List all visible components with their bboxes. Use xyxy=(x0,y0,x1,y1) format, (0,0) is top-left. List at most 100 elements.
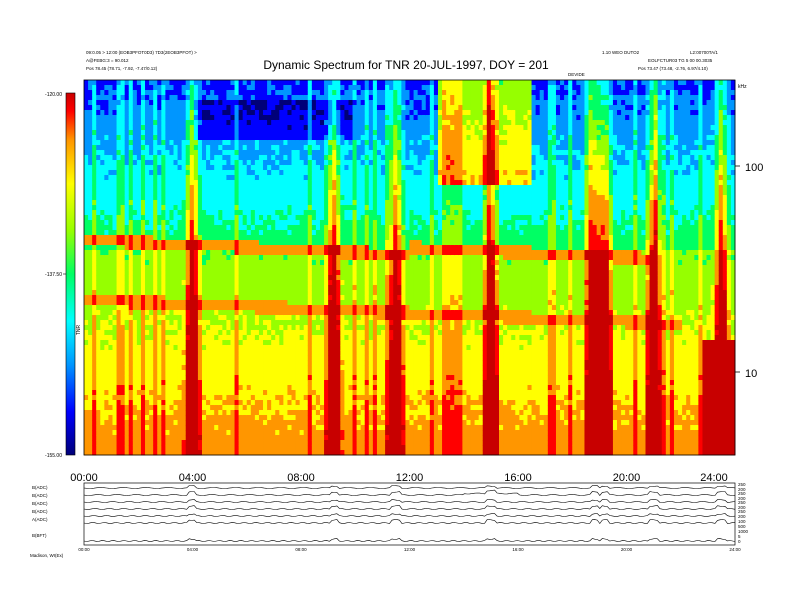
spectrogram-cell xyxy=(92,180,97,186)
spectrogram-cell xyxy=(92,120,97,126)
spectrogram-cell xyxy=(145,450,150,456)
spectrogram-cell xyxy=(307,120,313,126)
spectrogram-cell xyxy=(136,270,142,276)
spectrogram-cell xyxy=(344,145,349,151)
spectrogram-cell xyxy=(218,385,223,391)
spectrogram-cell xyxy=(295,205,301,211)
spectrogram-cell xyxy=(340,190,345,196)
spectrogram-cell xyxy=(319,180,325,186)
spectrogram-cell xyxy=(173,130,178,136)
spectrogram-cell xyxy=(193,360,199,366)
spectrogram-cell xyxy=(263,130,268,136)
spectrogram-cell xyxy=(238,275,244,281)
spectrogram-cell xyxy=(177,295,183,301)
spectrogram-cell xyxy=(84,125,89,131)
spectrogram-cell xyxy=(263,430,268,436)
spectrogram-cell xyxy=(108,310,113,316)
spectrogram-cell xyxy=(250,80,256,86)
spectrogram-cell xyxy=(279,440,284,446)
spectrogram-cell xyxy=(145,130,150,136)
spectrogram-cell xyxy=(258,210,264,216)
spectrogram-cell xyxy=(193,265,199,271)
spectrogram-cell xyxy=(140,135,146,141)
spectrogram-cell xyxy=(88,315,93,321)
spectrogram-cell xyxy=(222,260,227,266)
spectrogram-cell xyxy=(128,140,134,146)
spectrogram-cell xyxy=(324,255,329,261)
spectrogram-cell xyxy=(136,150,142,156)
spectrogram-cell xyxy=(344,410,349,416)
spectrogram-cell xyxy=(307,155,313,161)
spectrogram-cell xyxy=(153,100,158,106)
spectrogram-cell xyxy=(210,290,215,296)
spectrogram-cell xyxy=(197,315,203,321)
spectrogram-cell xyxy=(161,285,166,291)
spectrogram-cell xyxy=(319,160,325,166)
spectrogram-cell xyxy=(177,240,183,246)
spectrogram-cell xyxy=(145,325,150,331)
spectrogram-cell xyxy=(112,280,117,286)
spectrogram-cell xyxy=(124,145,130,151)
spectrogram-cell xyxy=(254,290,260,296)
spectrogram-cell xyxy=(88,300,93,306)
spectrogram-cell xyxy=(177,100,183,106)
spectrogram-cell xyxy=(254,210,260,216)
spectrogram-cell xyxy=(169,150,174,156)
spectrogram-cell xyxy=(157,270,162,276)
spectrogram-cell xyxy=(157,295,162,301)
spectrogram-cell xyxy=(230,440,235,446)
spectrogram-cell xyxy=(226,290,231,296)
spectrogram-cell xyxy=(185,140,191,146)
spectrogram-cell xyxy=(161,435,166,441)
spectrogram-cell xyxy=(291,245,296,251)
spectrogram-cell xyxy=(324,85,329,91)
spectrogram-cell xyxy=(279,335,284,341)
spectrogram-cell xyxy=(169,445,174,451)
spectrogram-cell xyxy=(291,95,296,101)
spectrogram-cell xyxy=(165,250,170,256)
spectrogram-cell xyxy=(295,355,301,361)
spectrogram-cell xyxy=(149,410,154,416)
spectrogram-cell xyxy=(104,215,109,221)
spectrogram-cell xyxy=(201,180,207,186)
spectrogram-cell xyxy=(328,205,333,211)
spectrogram-cell xyxy=(120,100,126,106)
spectrogram-cell xyxy=(275,245,280,251)
spectrogram-cell xyxy=(230,425,235,431)
spectrogram-cell xyxy=(344,205,349,211)
spectrogram-cell xyxy=(112,125,117,131)
spectrogram-cell xyxy=(287,165,292,171)
spectrogram-cell xyxy=(124,405,130,411)
spectrogram-cell xyxy=(222,280,227,286)
spectrogram-cell xyxy=(128,415,134,421)
spectrogram-cell xyxy=(153,320,158,326)
spectrogram-cell xyxy=(169,165,174,171)
spectrogram-cell xyxy=(132,105,138,111)
spectrogram-cell xyxy=(197,365,203,371)
spectrogram-cell xyxy=(267,280,272,286)
spectrogram-cell xyxy=(303,275,309,281)
spectrogram-cell xyxy=(283,115,288,121)
spectrogram-cell xyxy=(226,105,231,111)
spectrogram-cell xyxy=(299,230,305,236)
spectrogram-cell xyxy=(348,280,353,286)
spectrogram-cell xyxy=(303,340,309,346)
spectrogram-cell xyxy=(311,175,317,181)
spectrogram-cell xyxy=(140,315,146,321)
spectrogram-cell xyxy=(307,345,313,351)
spectrogram-cell xyxy=(112,265,117,271)
spectrogram-cell xyxy=(303,115,309,121)
spectrogram-cell xyxy=(295,415,301,421)
spectrogram-cell xyxy=(124,295,130,301)
spectrogram-cell xyxy=(344,435,349,441)
spectrogram-cell xyxy=(120,150,126,156)
spectrogram-cell xyxy=(234,195,240,201)
spectrogram-cell xyxy=(84,280,89,286)
spectrogram-cell xyxy=(173,365,178,371)
spectrogram-cell xyxy=(319,170,325,176)
spectrogram-cell xyxy=(100,145,105,151)
spectrogram-cell xyxy=(185,215,191,221)
spectrogram-cell xyxy=(315,385,321,391)
spectrogram-cell xyxy=(132,90,138,96)
spectrogram-cell xyxy=(328,90,333,96)
